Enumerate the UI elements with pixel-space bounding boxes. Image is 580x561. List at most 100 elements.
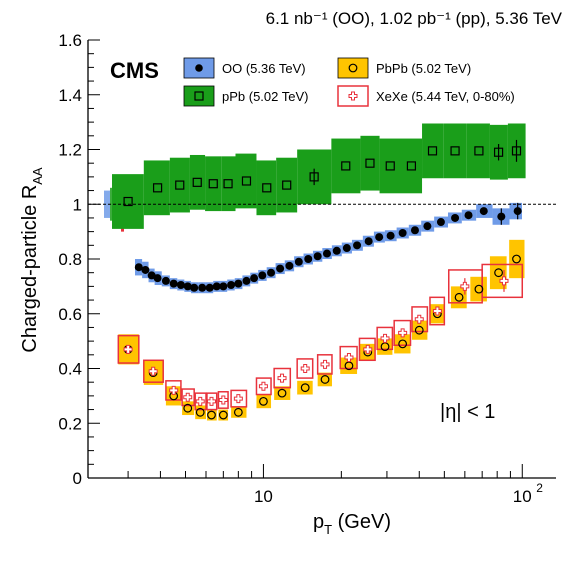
xexe-syst-box [217,391,229,409]
pbpb-syst-box [231,406,247,418]
xexe-point [320,359,330,369]
pbpb-point [218,410,228,420]
xexe-syst-box [117,334,140,364]
xexe-syst-box [273,367,292,389]
ppb-syst-box [205,156,222,212]
ppb-point [208,179,218,189]
legend-entry-xexe: XeXe (5.44 TeV, 0-80%) [337,85,515,107]
pbpb-point [512,254,521,264]
oo-point [205,283,214,292]
oo-point [134,263,143,272]
pbpb-syst-box [274,386,291,400]
ppb-syst-box [143,160,170,216]
ppb-syst-box [189,154,206,210]
ppb-syst-box [276,157,298,213]
xexe-syst-box [393,319,412,346]
pbpb-point [259,396,268,406]
ppb-point [282,180,292,190]
ppb-point [474,146,484,156]
pbpb-point [207,410,216,420]
oo-point [436,218,445,227]
pbpb-point [277,388,287,398]
xexe-point [460,281,470,291]
pbpb-syst-box [195,405,207,420]
xexe-point [123,344,133,354]
oo-point [497,212,506,221]
y-tick-label: 0.6 [58,305,82,324]
pbpb-point [494,268,503,278]
oo-point [234,279,243,288]
oo-point [258,271,267,280]
ppb-point [262,183,272,193]
oo-point [313,252,322,261]
oo-point [267,268,276,277]
legend-swatch [183,85,215,107]
legend-swatch [337,57,369,79]
tick-labels: 0 0.2 0.4 0.6 0.8 1 1.2 1.4 1.6 10 10 2 [58,31,543,506]
oo-point [451,213,460,222]
oo-point [227,281,236,290]
pbpb-syst-box [218,409,229,421]
oo-point [513,207,522,216]
ppb-point [365,158,375,168]
oo-point [479,207,488,216]
y-tick-label: 1 [73,195,82,214]
xexe-syst-box [429,296,446,326]
xexe-syst-box [411,306,429,333]
ppb-point [175,180,185,190]
oo-point [423,222,432,231]
ppb-syst-box [256,160,277,216]
xexe-point [432,306,442,316]
xexe-point [206,396,216,406]
pbpb-syst-box [256,394,272,409]
pbpb-syst-box [297,380,313,395]
xexe-syst-box [143,359,164,383]
x-tick-label: 10 [254,487,273,506]
xexe-point [344,353,354,363]
ppb-point [123,196,133,207]
oo-point [342,244,351,253]
oo-point [169,279,178,288]
legend: OO (5.36 TeV) PbPb (5.02 TeV) pPb (5.02 Te… [183,57,515,107]
oo-point [386,231,395,240]
data-markers [123,139,522,420]
oo-point [322,249,331,258]
xexe-syst-box [481,263,524,299]
legend-entry-ppb: pPb (5.02 TeV) [183,85,308,107]
pbpb-point [300,383,310,393]
pbpb-syst-box [340,357,358,374]
pbpb-point [320,375,330,384]
oo-point [212,282,221,291]
xexe-point [218,395,228,405]
xexe-point [398,328,408,338]
oo-point [250,274,259,283]
legend-marker [194,91,204,101]
xexe-point [169,385,179,395]
oo-point [285,261,294,270]
xexe-syst-box [376,326,394,351]
ppb-syst-box [169,157,190,213]
experiment-label: CMS [110,58,159,83]
legend-label: XeXe (5.44 TeV, 0-80%) [376,89,515,104]
ppb-point [511,146,522,156]
oo-point [398,228,407,237]
oo-point [242,276,251,285]
oo-point [276,264,285,273]
y-tick-label: 0.2 [58,414,82,433]
xexe-syst-box [296,358,314,379]
pbpb-syst-box [206,409,217,421]
ppb-syst-box [466,123,490,179]
ppb-syst-box [443,123,467,179]
ppb-syst-box [221,156,236,212]
xexe-point [414,314,424,324]
xexe-syst-box [358,337,376,362]
xexe-syst-box [339,345,358,370]
x-tick-label-exponent: 2 [536,481,543,495]
xexe-syst-box [316,354,333,375]
pbpb-point [474,284,484,294]
eta-label: |η| < 1 [440,401,495,423]
ppb-syst-box [331,138,361,194]
legend-label: PbPb (5.02 TeV) [376,61,471,76]
legend-marker [348,91,358,101]
